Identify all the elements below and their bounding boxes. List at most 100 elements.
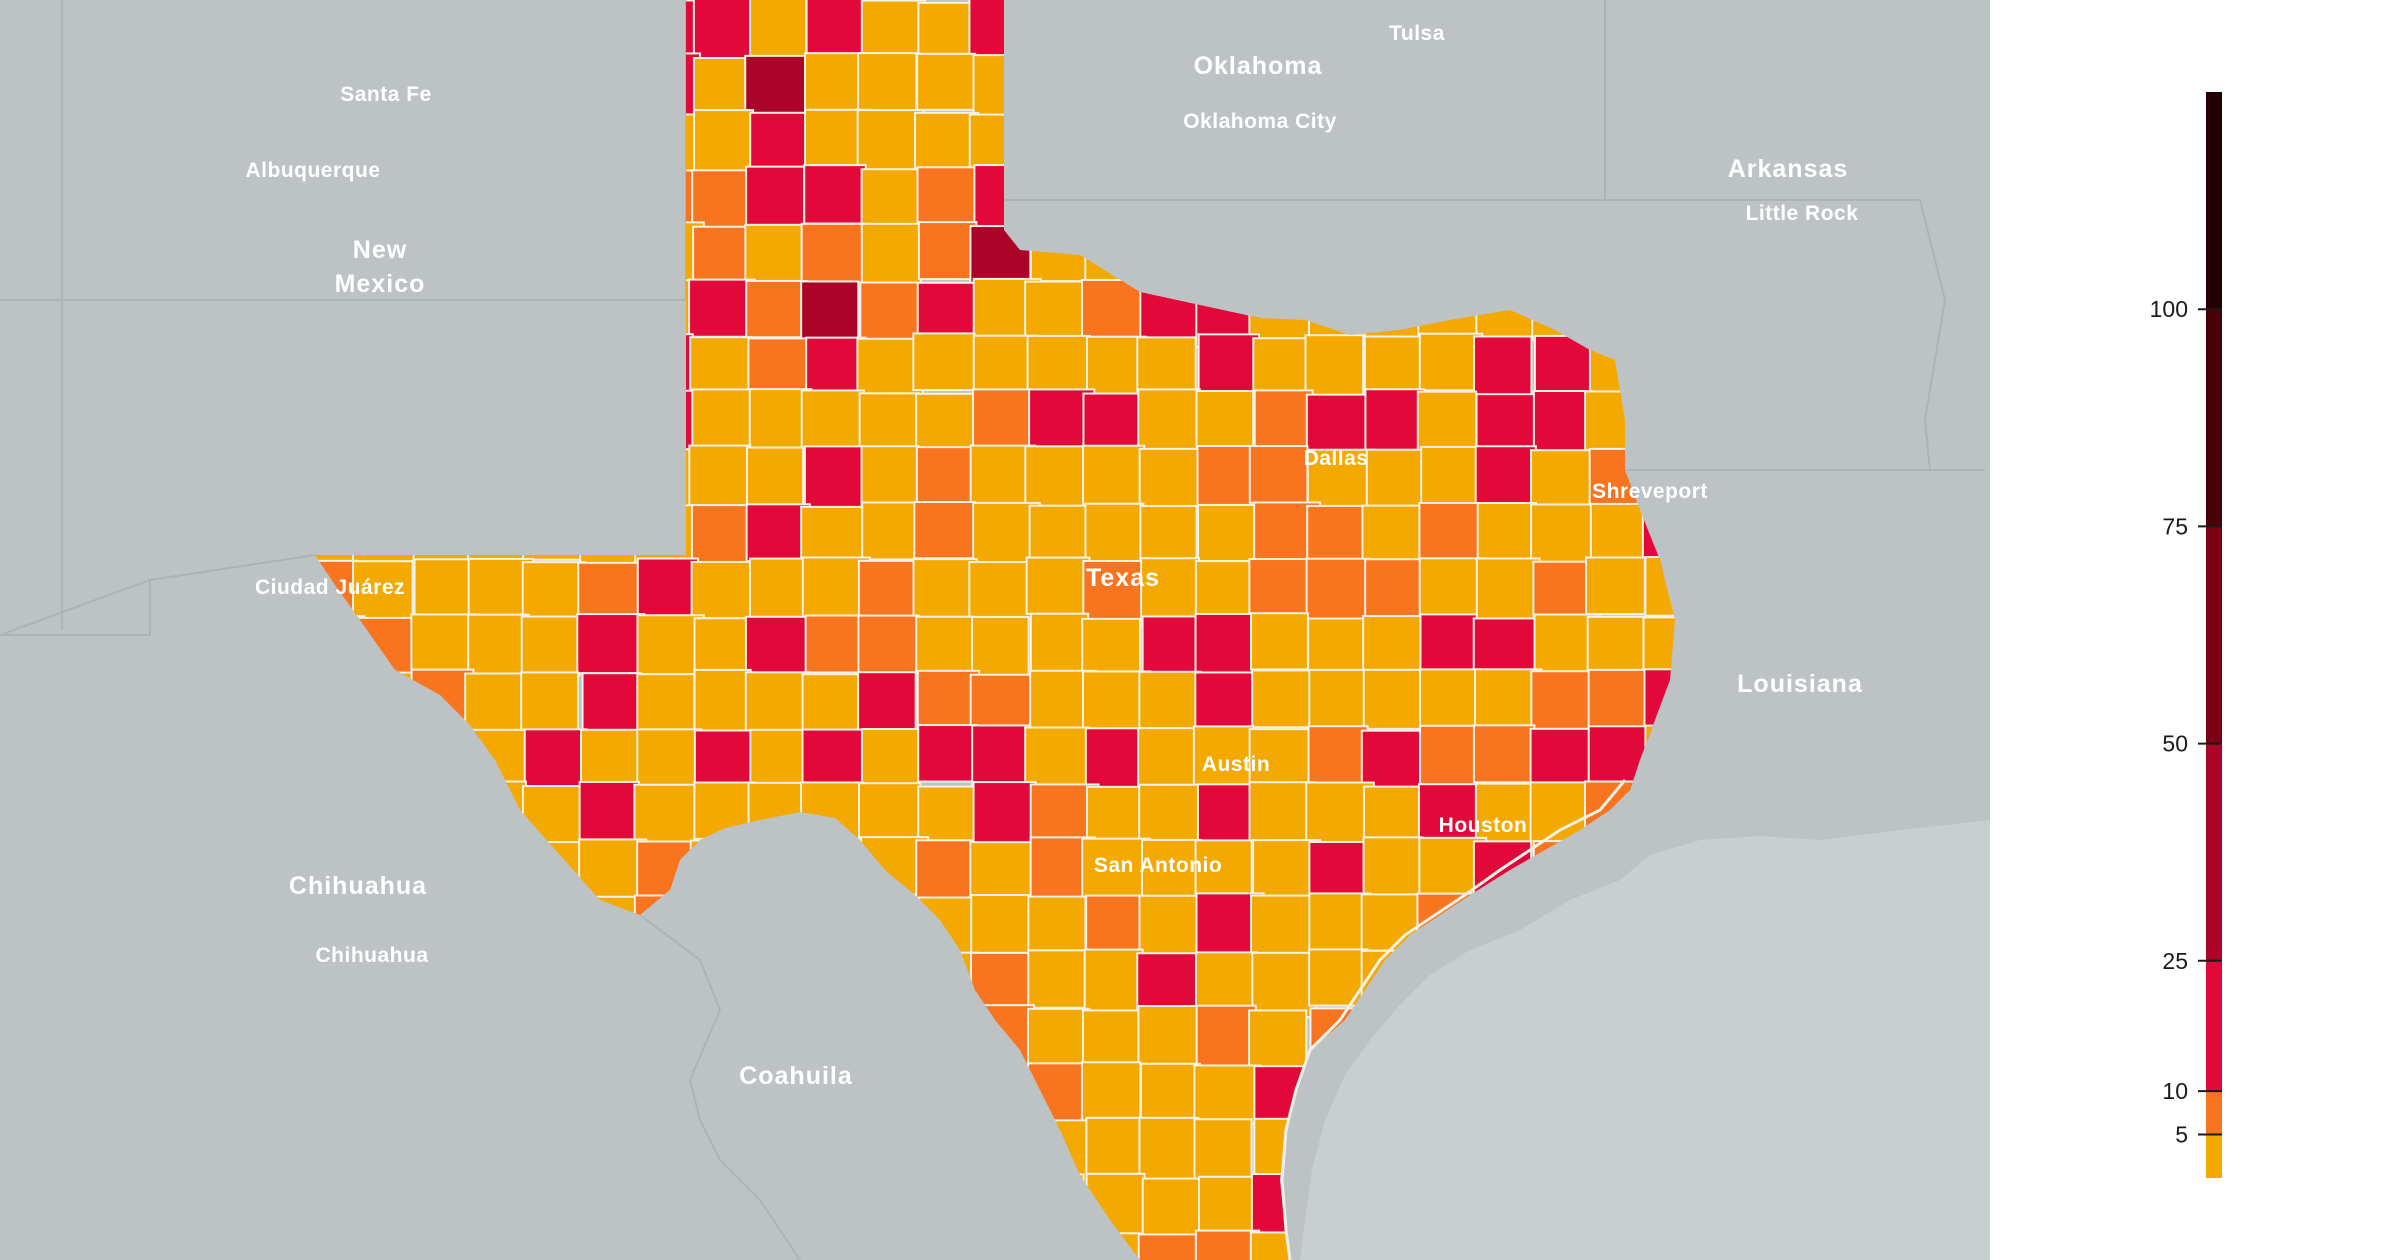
county-shape[interactable] bbox=[912, 558, 979, 623]
county-shape[interactable] bbox=[860, 0, 927, 59]
county-shape[interactable] bbox=[914, 111, 980, 174]
county-shape[interactable] bbox=[917, 221, 978, 281]
county-shape[interactable] bbox=[1082, 444, 1146, 509]
county-shape[interactable] bbox=[693, 109, 755, 179]
county-shape[interactable] bbox=[1139, 504, 1198, 567]
county-shape[interactable] bbox=[970, 615, 1030, 681]
county-shape[interactable] bbox=[1251, 951, 1317, 1019]
county-shape[interactable] bbox=[1308, 840, 1368, 903]
county-shape[interactable] bbox=[688, 444, 752, 514]
county-shape[interactable] bbox=[1026, 334, 1091, 397]
county-shape[interactable] bbox=[1084, 502, 1145, 573]
county-shape[interactable] bbox=[800, 280, 860, 343]
county-shape[interactable] bbox=[968, 561, 1033, 620]
county-shape[interactable] bbox=[744, 671, 811, 735]
county-shape[interactable] bbox=[1028, 504, 1091, 566]
county-shape[interactable] bbox=[578, 780, 640, 843]
county-shape[interactable] bbox=[636, 614, 705, 682]
county-shape[interactable] bbox=[1082, 559, 1145, 624]
county-shape[interactable] bbox=[1029, 612, 1090, 680]
county-shape[interactable] bbox=[1197, 1175, 1261, 1240]
county-shape[interactable] bbox=[1362, 668, 1428, 730]
county-shape[interactable] bbox=[856, 109, 925, 178]
county-shape[interactable] bbox=[1138, 894, 1206, 959]
county-shape[interactable] bbox=[916, 52, 977, 111]
county-shape[interactable] bbox=[1308, 948, 1369, 1007]
county-shape[interactable] bbox=[1252, 337, 1311, 397]
county-shape[interactable] bbox=[1137, 727, 1202, 793]
county-shape[interactable] bbox=[745, 279, 809, 339]
county-shape[interactable] bbox=[1196, 445, 1258, 507]
county-shape[interactable] bbox=[1474, 782, 1534, 843]
county-shape[interactable] bbox=[805, 336, 867, 399]
county-shape[interactable] bbox=[860, 168, 920, 229]
county-shape[interactable] bbox=[1418, 332, 1484, 392]
county-shape[interactable] bbox=[860, 727, 921, 794]
county-shape[interactable] bbox=[1137, 388, 1201, 452]
county-shape[interactable] bbox=[1024, 726, 1091, 788]
county-shape[interactable] bbox=[1307, 725, 1369, 789]
county-shape[interactable] bbox=[749, 111, 812, 177]
county-shape[interactable] bbox=[804, 614, 869, 674]
county-shape[interactable] bbox=[744, 615, 808, 676]
county-shape[interactable] bbox=[1305, 557, 1371, 627]
county-shape[interactable] bbox=[1418, 502, 1480, 568]
county-shape[interactable] bbox=[1193, 1118, 1253, 1181]
map-canvas[interactable]: Oklahoma Arkansas New Mexico Louisiana C… bbox=[0, 0, 1990, 1260]
county-shape[interactable] bbox=[912, 332, 976, 392]
county-shape[interactable] bbox=[1304, 334, 1365, 405]
county-shape[interactable] bbox=[636, 728, 703, 789]
county-shape[interactable] bbox=[577, 561, 639, 623]
county-shape[interactable] bbox=[1420, 445, 1481, 506]
county-shape[interactable] bbox=[1027, 949, 1096, 1009]
county-shape[interactable] bbox=[1194, 951, 1258, 1011]
county-shape[interactable] bbox=[1365, 448, 1426, 515]
county-shape[interactable] bbox=[1476, 501, 1538, 568]
county-shape[interactable] bbox=[1194, 1229, 1261, 1260]
county-shape[interactable] bbox=[1138, 1116, 1200, 1184]
county-shape[interactable] bbox=[1250, 612, 1309, 671]
county-shape[interactable] bbox=[1248, 1009, 1308, 1069]
county-shape[interactable] bbox=[1138, 670, 1203, 734]
county-shape[interactable] bbox=[1027, 1007, 1091, 1072]
county-shape[interactable] bbox=[917, 724, 980, 783]
county-shape[interactable] bbox=[857, 559, 924, 625]
county-shape[interactable] bbox=[801, 673, 861, 740]
county-shape[interactable] bbox=[1419, 613, 1478, 673]
county-shape[interactable] bbox=[1251, 669, 1311, 729]
county-shape[interactable] bbox=[1585, 556, 1646, 616]
county-shape[interactable] bbox=[1248, 445, 1309, 504]
county-shape[interactable] bbox=[1136, 336, 1197, 398]
county-shape[interactable] bbox=[800, 389, 865, 455]
county-shape[interactable] bbox=[1080, 1061, 1142, 1123]
county-shape[interactable] bbox=[1530, 670, 1596, 737]
county-shape[interactable] bbox=[859, 281, 924, 340]
county-shape[interactable] bbox=[1586, 615, 1654, 680]
county-shape[interactable] bbox=[1197, 503, 1266, 566]
county-shape[interactable] bbox=[1253, 389, 1314, 454]
choropleth-map[interactable]: Oklahoma Arkansas New Mexico Louisiana C… bbox=[0, 0, 1990, 1260]
county-shape[interactable] bbox=[693, 729, 759, 788]
county-shape[interactable] bbox=[1025, 556, 1091, 615]
county-shape[interactable] bbox=[1195, 390, 1255, 456]
county-shape[interactable] bbox=[692, 0, 761, 61]
county-shape[interactable] bbox=[410, 613, 479, 676]
county-shape[interactable] bbox=[636, 673, 696, 737]
county-shape[interactable] bbox=[1532, 390, 1594, 457]
county-shape[interactable] bbox=[1472, 724, 1536, 784]
county-shape[interactable] bbox=[1362, 836, 1424, 898]
county-shape[interactable] bbox=[1532, 560, 1593, 622]
county-shape[interactable] bbox=[1138, 783, 1202, 844]
county-shape[interactable] bbox=[800, 505, 869, 567]
county-shape[interactable] bbox=[972, 388, 1035, 451]
county-shape[interactable] bbox=[521, 561, 586, 625]
county-shape[interactable] bbox=[801, 728, 864, 789]
county-shape[interactable] bbox=[916, 669, 981, 731]
county-shape[interactable] bbox=[969, 673, 1034, 733]
county-shape[interactable] bbox=[1364, 388, 1426, 457]
county-shape[interactable] bbox=[913, 501, 977, 560]
county-shape[interactable] bbox=[1138, 447, 1206, 509]
county-shape[interactable] bbox=[579, 728, 639, 790]
county-shape[interactable] bbox=[352, 560, 414, 625]
county-shape[interactable] bbox=[1306, 504, 1372, 565]
